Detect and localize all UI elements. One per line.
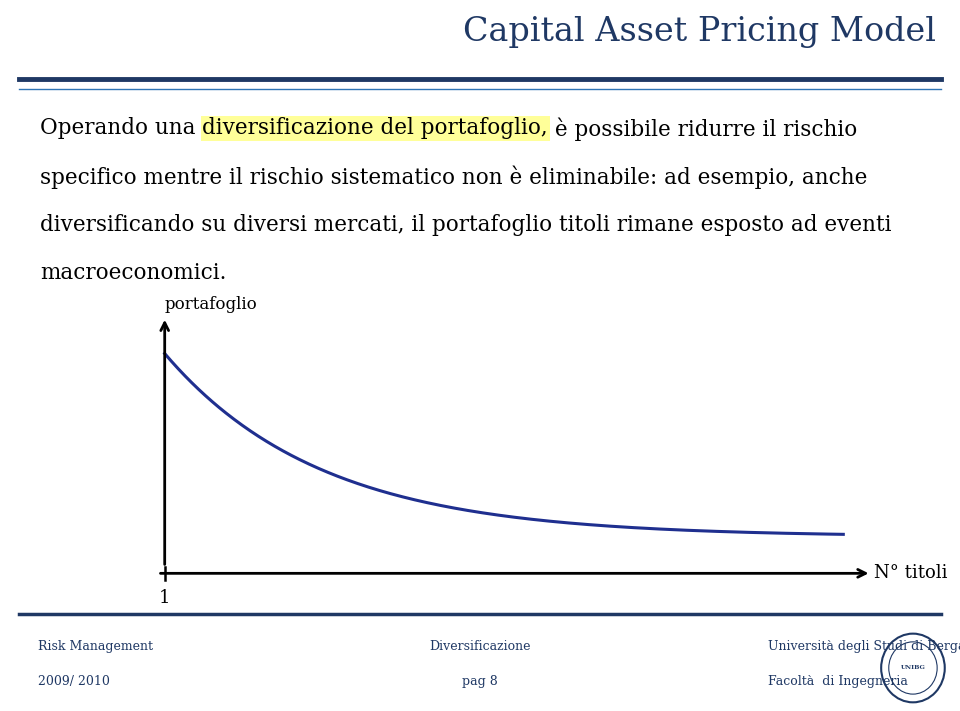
Text: diversificando su diversi mercati, il portafoglio titoli rimane esposto ad event: diversificando su diversi mercati, il po… xyxy=(40,213,892,235)
Text: Diversificazione: Diversificazione xyxy=(429,640,531,653)
Text: 1: 1 xyxy=(159,589,171,606)
Text: Operando una: Operando una xyxy=(40,117,203,139)
Text: Università degli Studi di Bergamo: Università degli Studi di Bergamo xyxy=(768,640,960,653)
Text: UNIBG: UNIBG xyxy=(900,665,925,670)
Text: Capital Asset Pricing Model: Capital Asset Pricing Model xyxy=(463,16,936,48)
Text: diversificazione del portafoglio,: diversificazione del portafoglio, xyxy=(203,117,548,139)
Text: portafoglio: portafoglio xyxy=(165,296,257,313)
Text: pag 8: pag 8 xyxy=(462,675,498,688)
Text: N° titoli: N° titoli xyxy=(874,565,948,582)
Text: Risk Management: Risk Management xyxy=(38,640,154,653)
Text: macroeconomici.: macroeconomici. xyxy=(40,262,227,284)
Text: Facoltà  di Ingegneria: Facoltà di Ingegneria xyxy=(768,675,908,688)
Text: specifico mentre il rischio sistematico non è eliminabile: ad esempio, anche: specifico mentre il rischio sistematico … xyxy=(40,166,868,189)
Text: 2009/ 2010: 2009/ 2010 xyxy=(38,675,110,688)
Text: è possibile ridurre il rischio: è possibile ridurre il rischio xyxy=(548,117,857,141)
